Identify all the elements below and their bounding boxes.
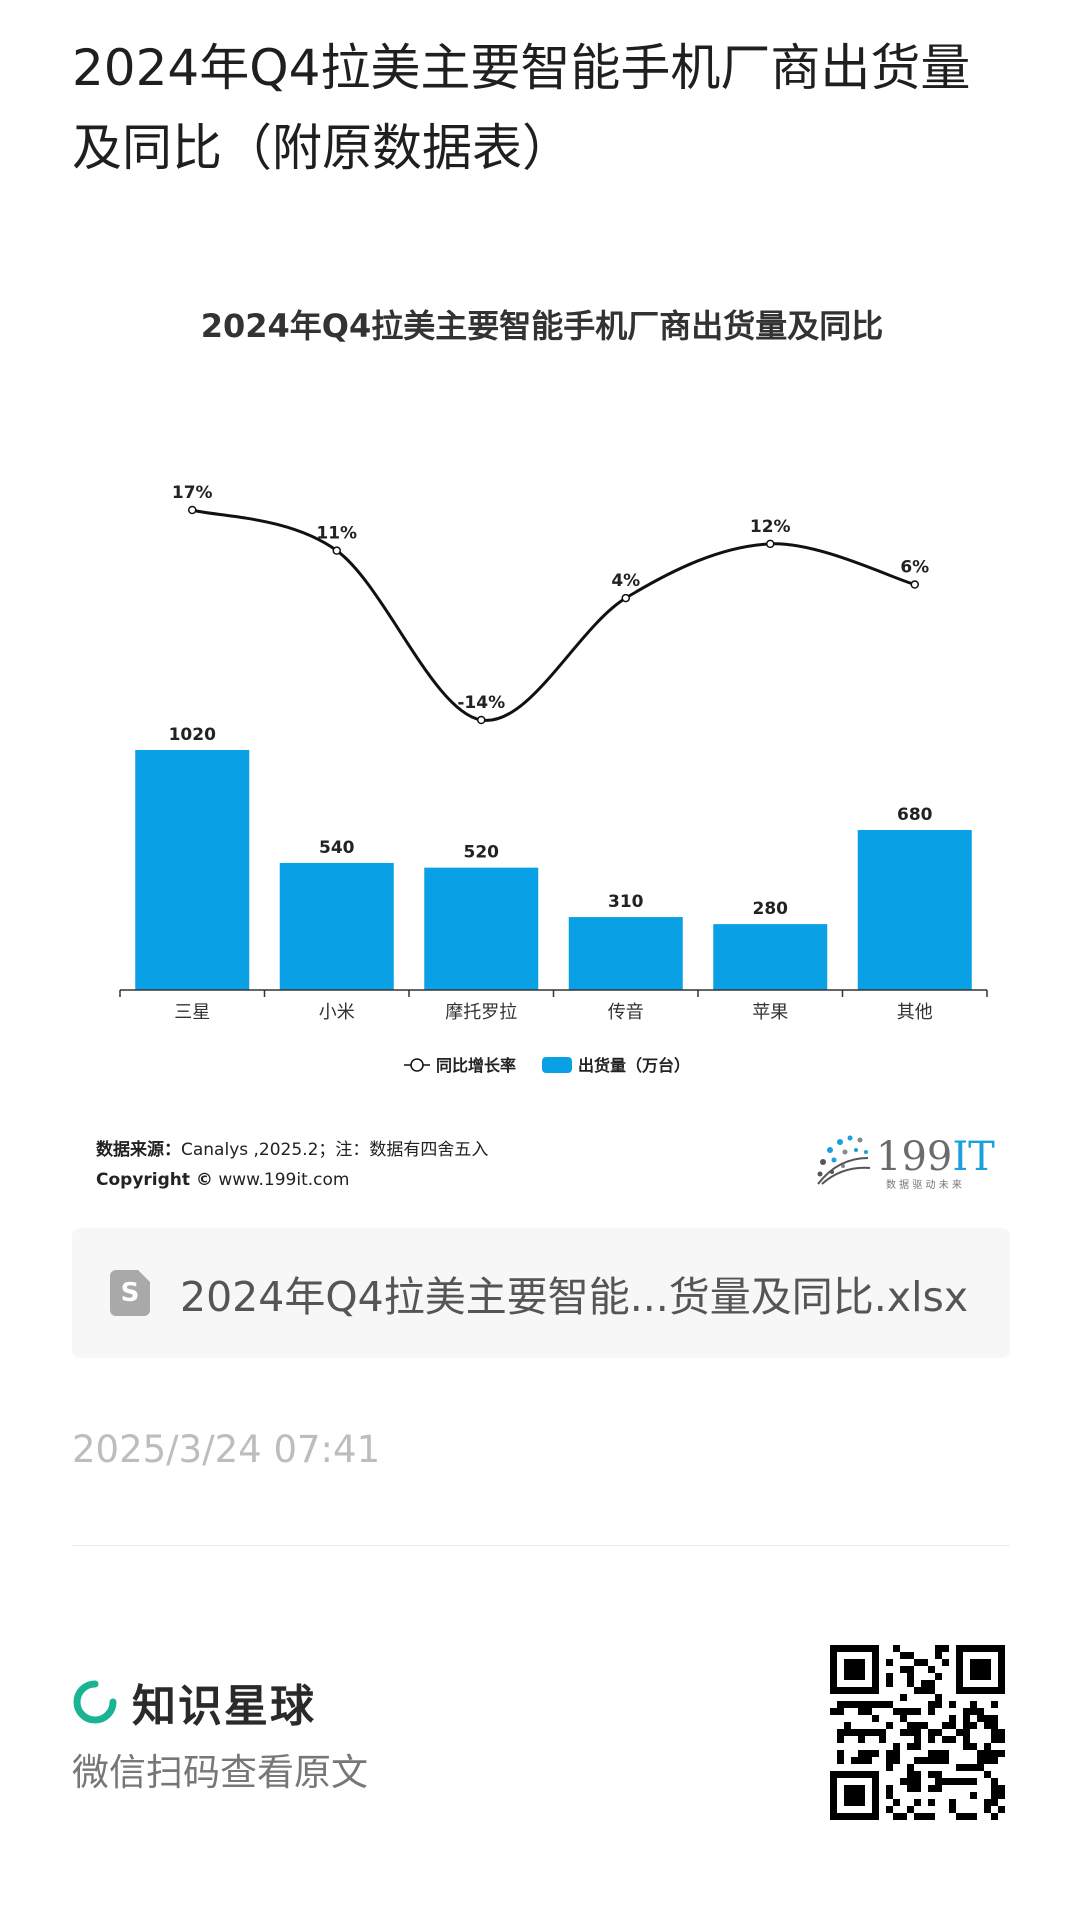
199it-logo: 199IT 数 据 驱 动 未 来 [817, 1134, 995, 1191]
bar-value-label: 520 [464, 843, 500, 863]
source-label: 数据来源： [96, 1140, 181, 1160]
bar-value-label: 1020 [169, 725, 216, 745]
attachment-file-name: 2024年Q4拉美主要智能...货量及同比.xlsx [180, 1273, 969, 1321]
source-note: 数据来源：Canalys ,2025.2；注：数据有四舍五入 Copyright… [96, 1135, 488, 1195]
line-point [621, 593, 630, 603]
bar-value-label: 540 [319, 838, 355, 858]
x-tick-label: 传音 [608, 1002, 644, 1023]
zsxq-brand: 知识星球 [72, 1670, 316, 1734]
copyright-label: Copyright © [96, 1170, 213, 1190]
post-timestamp: 2025/3/24 07:41 [72, 1428, 381, 1471]
bar-series: 1020 540 520 310 280 680 [135, 725, 972, 990]
spreadsheet-file-icon: S [110, 1270, 150, 1316]
bar-3 [568, 917, 683, 990]
line-point [332, 546, 341, 555]
legend-bar-swatch [542, 1057, 572, 1073]
divider [72, 1545, 1010, 1546]
line-value-label: -14% [457, 693, 505, 713]
x-axis: 三星 小米 摩托罗拉 传音 苹果 其他 [119, 989, 988, 1023]
line-point [477, 715, 486, 725]
bar-4 [713, 924, 828, 990]
bar-value-label: 280 [753, 899, 789, 919]
attachment-card[interactable]: S 2024年Q4拉美主要智能...货量及同比.xlsx [72, 1228, 1010, 1358]
x-tick-label: 苹果 [752, 1002, 788, 1023]
x-tick-label: 小米 [319, 1002, 355, 1023]
line-point [188, 505, 197, 515]
legend-bar-label: 出货量（万台） [578, 1056, 690, 1075]
post-title: 2024年Q4拉美主要智能手机厂商出货量及同比（附原数据表） [72, 39, 971, 177]
x-tick-label: 摩托罗拉 [445, 1002, 517, 1023]
growth-line-series: 17% 11% -14% 4% 12% 6% [172, 483, 929, 725]
scan-hint: 微信扫码查看原文 [72, 1751, 368, 1794]
x-tick-label: 三星 [174, 1002, 210, 1023]
line-value-label: 17% [172, 483, 213, 503]
bar-5 [857, 830, 972, 990]
zsxq-logo-icon [73, 1680, 117, 1724]
bar-2 [424, 867, 539, 990]
bar-1 [279, 862, 394, 990]
line-value-label: 4% [611, 571, 640, 591]
legend-marker-icon [410, 1058, 424, 1072]
brand-name: 知识星球 [132, 1681, 316, 1732]
bar-value-label: 680 [897, 805, 933, 825]
dots-logo-icon [817, 1135, 871, 1185]
bar-value-label: 310 [608, 892, 644, 912]
x-tick-label: 其他 [897, 1002, 933, 1023]
line-value-label: 12% [750, 517, 791, 537]
bar-0 [135, 750, 250, 990]
qr-code[interactable] [830, 1645, 1005, 1820]
line-point [766, 539, 775, 549]
line-value-label: 11% [316, 524, 357, 544]
copyright-text: www.199it.com [212, 1170, 350, 1190]
chart-container: 2024年Q4拉美主要智能手机厂商出货量及同比 1020 540 520 310 280… [72, 290, 1012, 1190]
source-text: Canalys ,2025.2；注：数据有四舍五入 [181, 1140, 489, 1160]
chart-title: 2024年Q4拉美主要智能手机厂商出货量及同比 [201, 307, 884, 345]
line-value-label: 6% [900, 558, 929, 578]
legend-line-label: 同比增长率 [436, 1056, 516, 1075]
growth-line [191, 508, 916, 722]
logo-tagline: 数 据 驱 动 未 来 [886, 1178, 962, 1191]
line-point [910, 580, 919, 589]
shipments-chart: 2024年Q4拉美主要智能手机厂商出货量及同比 1020 540 520 310 280… [119, 307, 988, 1075]
logo-wordmark: 199IT [876, 1134, 995, 1180]
chart-legend: 同比增长率 出货量（万台） [404, 1056, 690, 1075]
